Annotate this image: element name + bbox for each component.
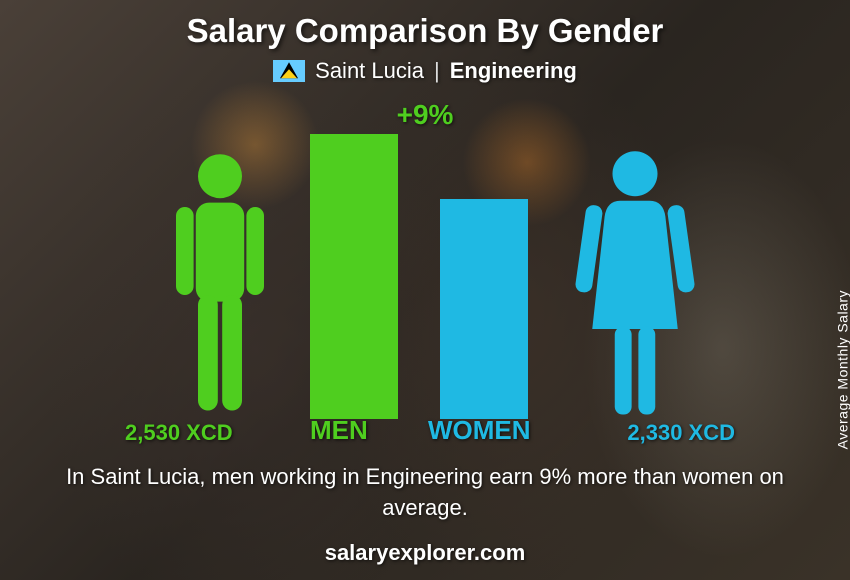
- percent-difference-label: +9%: [397, 99, 454, 131]
- men-label: MEN: [310, 415, 368, 446]
- women-label: WOMEN: [428, 415, 531, 446]
- men-salary-value: 2,530 XCD: [125, 420, 233, 446]
- subtitle-row: Saint Lucia | Engineering: [0, 58, 850, 84]
- men-salary-bar: [310, 134, 398, 419]
- field-label: Engineering: [450, 58, 577, 84]
- saint-lucia-flag-icon: [273, 60, 305, 82]
- women-salary-value: 2,330 XCD: [627, 420, 735, 446]
- woman-icon: [575, 149, 695, 419]
- chart-area: +9% 2,530 XCD MEN WOMEN 2,330 XCD: [0, 94, 850, 444]
- footer-attribution: salaryexplorer.com: [0, 540, 850, 566]
- man-icon: [165, 149, 275, 419]
- women-salary-bar: [440, 199, 528, 419]
- description-text: In Saint Lucia, men working in Engineeri…: [0, 462, 850, 524]
- infographic-container: Salary Comparison By Gender Saint Lucia …: [0, 0, 850, 580]
- y-axis-label: Average Monthly Salary: [834, 290, 850, 449]
- country-label: Saint Lucia: [315, 58, 424, 84]
- page-title: Salary Comparison By Gender: [0, 0, 850, 50]
- divider-pipe: |: [434, 58, 440, 84]
